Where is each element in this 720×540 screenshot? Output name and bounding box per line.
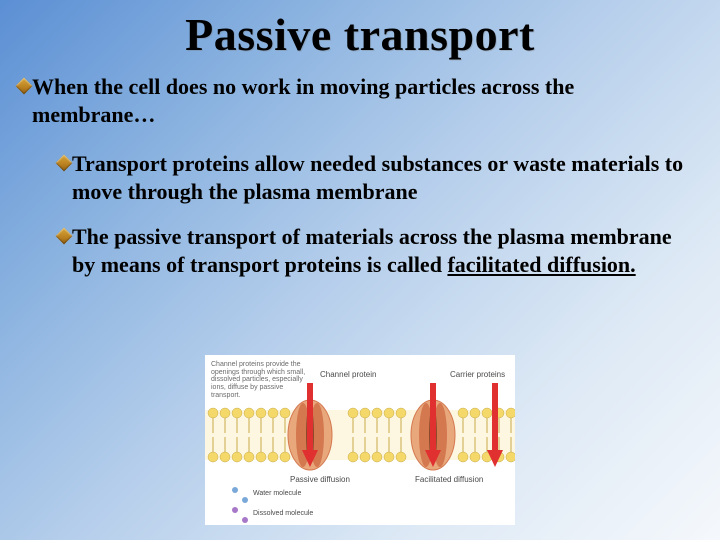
bullet-1: When the cell does no work in moving par… (0, 73, 720, 128)
bullet-1-text: When the cell does no work in moving par… (32, 73, 702, 128)
diagram-caption-left: Channel proteins provide the openings th… (211, 361, 306, 399)
diamond-bullet-icon (56, 228, 73, 245)
bullet-2-text: Transport proteins allow needed substanc… (72, 150, 690, 205)
molecules (232, 487, 248, 523)
diamond-bullet-icon (56, 155, 73, 172)
bullet-3-text: The passive transport of materials acros… (72, 223, 690, 278)
label-facilitated: Facilitated diffusion (415, 475, 483, 484)
diamond-bullet-icon (16, 78, 33, 95)
page-title: Passive transport (0, 0, 720, 61)
label-channel: Channel protein (320, 370, 376, 379)
label-dissolved: Dissolved molecule (253, 510, 313, 517)
membrane-diagram: Channel proteins provide the openings th… (205, 355, 515, 525)
label-water: Water molecule (253, 490, 301, 497)
label-carrier: Carrier proteins (450, 370, 505, 379)
lipid-bilayer (205, 408, 515, 462)
bullet-2: Transport proteins allow needed substanc… (0, 150, 720, 205)
bullet-3-underline: facilitated diffusion. (447, 252, 635, 277)
label-passive: Passive diffusion (290, 475, 350, 484)
bullet-3: The passive transport of materials acros… (0, 223, 720, 278)
